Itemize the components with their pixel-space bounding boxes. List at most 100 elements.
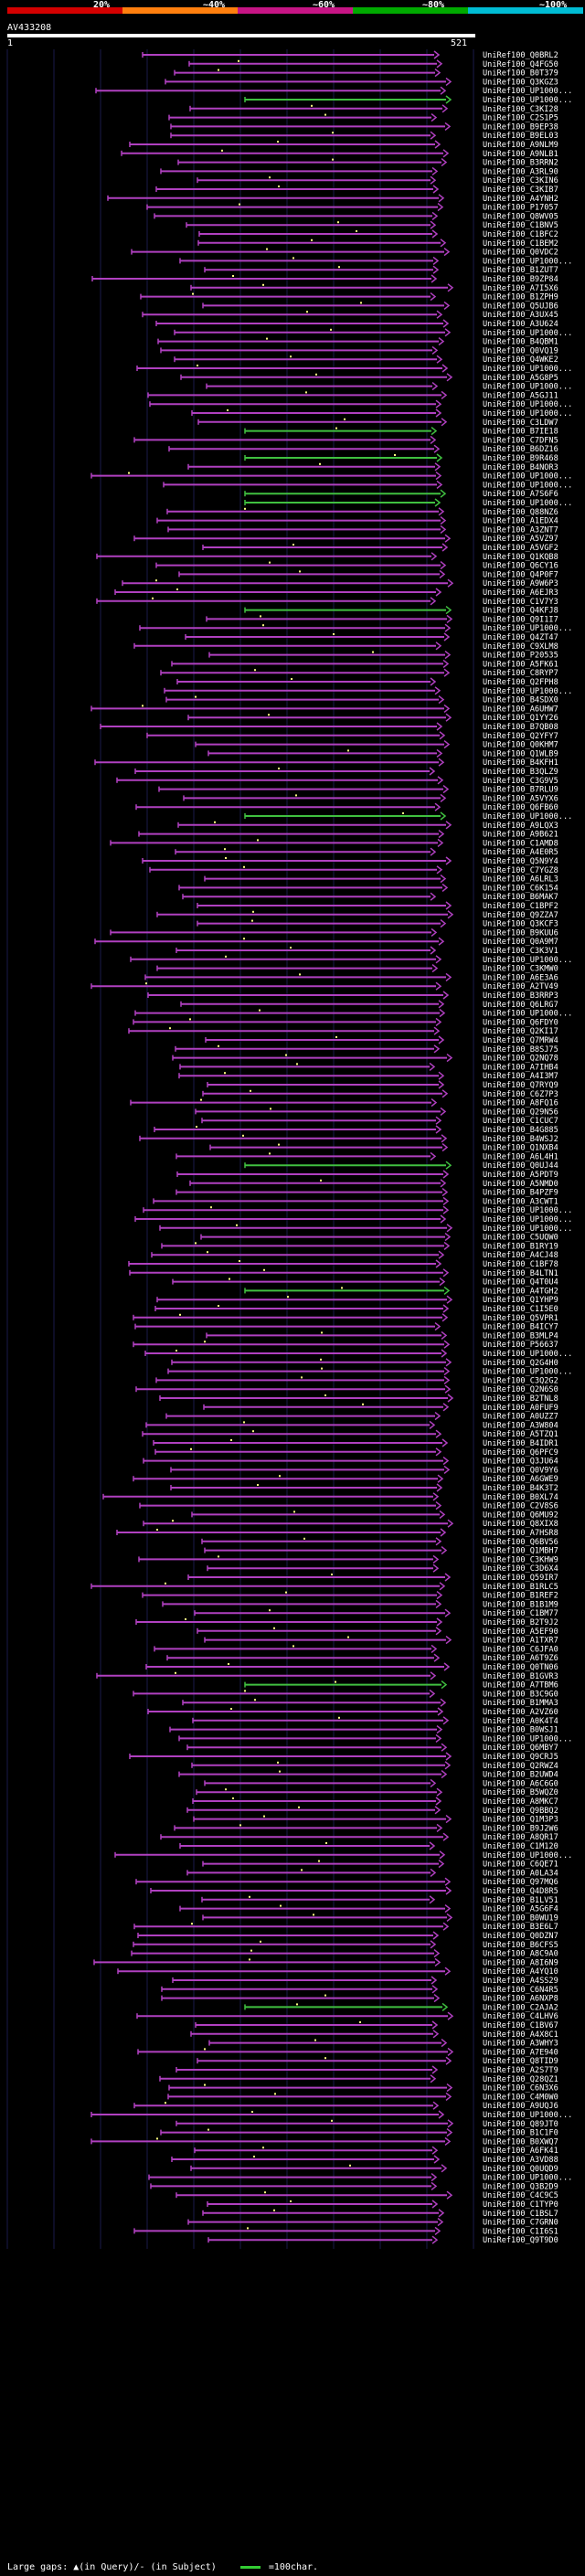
hit-label[interactable]: UniRef100_B1GVR3 — [483, 1672, 558, 1681]
hit-label[interactable]: UniRef100_A0UZZ7 — [483, 1413, 558, 1422]
hit-label[interactable]: UniRef100_A8FQ16 — [483, 1099, 558, 1108]
hit-label[interactable]: UniRef100_UP1000... — [483, 409, 572, 419]
hit-label[interactable]: UniRef100_A3ZNT7 — [483, 525, 558, 535]
hit-label[interactable]: UniRef100_B4LTN1 — [483, 1269, 558, 1278]
hit-label[interactable]: UniRef100_A6NXP8 — [483, 1995, 558, 2004]
hit-label[interactable]: UniRef100_A8C9A0 — [483, 1950, 558, 1959]
hit-label[interactable]: UniRef100_UP1000... — [483, 96, 572, 105]
hit-label[interactable]: UniRef100_A4YNH2 — [483, 195, 558, 204]
hit-label[interactable]: UniRef100_B7RLU9 — [483, 786, 558, 795]
hit-label[interactable]: UniRef100_A6T9Z6 — [483, 1654, 558, 1663]
hit-label[interactable]: UniRef100_Q3KGZ3 — [483, 78, 558, 87]
hit-label[interactable]: UniRef100_C7GRN0 — [483, 2219, 558, 2228]
hit-label[interactable]: UniRef100_C5UQW0 — [483, 1234, 558, 1243]
hit-label[interactable]: UniRef100_UP1000... — [483, 1215, 572, 1224]
hit-label[interactable]: UniRef100_A6LRL3 — [483, 875, 558, 885]
hit-label[interactable]: UniRef100_B3QLZ9 — [483, 768, 558, 777]
hit-label[interactable]: UniRef100_B0XWQ7 — [483, 2137, 558, 2147]
hit-label[interactable]: UniRef100_A5VGF2 — [483, 544, 558, 553]
hit-label[interactable]: UniRef100_B1RLC5 — [483, 1583, 558, 1592]
hit-label[interactable]: UniRef100_Q8WV05 — [483, 212, 558, 221]
hit-label[interactable]: UniRef100_UP1000... — [483, 1224, 572, 1234]
hit-label[interactable]: UniRef100_B1MMA3 — [483, 1699, 558, 1708]
hit-label[interactable]: UniRef100_B3E6L7 — [483, 1923, 558, 1932]
hit-label[interactable]: UniRef100_C1AMD8 — [483, 839, 558, 848]
hit-label[interactable]: UniRef100_Q4KFJ8 — [483, 607, 558, 616]
hit-label[interactable]: UniRef100_Q1YY26 — [483, 714, 558, 723]
hit-label[interactable]: UniRef100_B4PZF9 — [483, 1189, 558, 1198]
hit-label[interactable]: UniRef100_Q4P0F7 — [483, 570, 558, 579]
hit-label[interactable]: UniRef100_UP1000... — [483, 400, 572, 409]
hit-label[interactable]: UniRef100_C3KIB7 — [483, 186, 558, 195]
hit-label[interactable]: UniRef100_Q2FPH8 — [483, 678, 558, 687]
hit-label[interactable]: UniRef100_B1REF2 — [483, 1592, 558, 1601]
hit-label[interactable]: UniRef100_UP1000... — [483, 956, 572, 965]
hit-label[interactable]: UniRef100_B6DZ16 — [483, 445, 558, 454]
hit-label[interactable]: UniRef100_A2VZ60 — [483, 1708, 558, 1717]
hit-label[interactable]: UniRef100_C3KI28 — [483, 105, 558, 114]
hit-label[interactable]: UniRef100_Q0BRL2 — [483, 51, 558, 60]
hit-label[interactable]: UniRef100_Q1MBH7 — [483, 1547, 558, 1556]
hit-label[interactable]: UniRef100_A6C6G0 — [483, 1779, 558, 1788]
hit-label[interactable]: UniRef100_Q7RYQ9 — [483, 1081, 558, 1090]
hit-label[interactable]: UniRef100_A0K4T4 — [483, 1717, 558, 1726]
hit-label[interactable]: UniRef100_C2AJA2 — [483, 2003, 558, 2012]
hit-label[interactable]: UniRef100_UP1000... — [483, 1851, 572, 1860]
hit-label[interactable]: UniRef100_A6FK41 — [483, 2147, 558, 2156]
hit-label[interactable]: UniRef100_A9W6P3 — [483, 579, 558, 588]
hit-label[interactable]: UniRef100_A3U624 — [483, 320, 558, 329]
hit-label[interactable]: UniRef100_A2TV49 — [483, 982, 558, 991]
hit-label[interactable]: UniRef100_C7DFN5 — [483, 436, 558, 445]
hit-label[interactable]: UniRef100_B0WSJ1 — [483, 1726, 558, 1735]
hit-label[interactable]: UniRef100_B9EP38 — [483, 122, 558, 132]
hit-label[interactable]: UniRef100_C1BM77 — [483, 1609, 558, 1618]
hit-label[interactable]: UniRef100_B1RY19 — [483, 1242, 558, 1251]
hit-label[interactable]: UniRef100_A7HSR8 — [483, 1529, 558, 1538]
hit-label[interactable]: UniRef100_C3Q2G2 — [483, 1376, 558, 1385]
hit-label[interactable]: UniRef100_C6K154 — [483, 884, 558, 893]
hit-label[interactable]: UniRef100_UP1000... — [483, 257, 572, 266]
hit-label[interactable]: UniRef100_C4LHV6 — [483, 2012, 558, 2021]
hit-label[interactable]: UniRef100_C3KIN6 — [483, 176, 558, 186]
hit-label[interactable]: UniRef100_C6JFA0 — [483, 1645, 558, 1654]
hit-label[interactable]: UniRef100_A3WHY3 — [483, 2040, 558, 2049]
hit-label[interactable]: UniRef100_Q1KQB8 — [483, 553, 558, 562]
hit-label[interactable]: UniRef100_B9J2W6 — [483, 1824, 558, 1833]
hit-label[interactable]: UniRef100_A8I6N9 — [483, 1958, 558, 1967]
hit-label[interactable]: UniRef100_A4X8C1 — [483, 2030, 558, 2040]
hit-label[interactable]: UniRef100_A5GJ11 — [483, 391, 558, 400]
hit-label[interactable]: UniRef100_UP1000... — [483, 481, 572, 490]
hit-label[interactable]: UniRef100_Q9ZZA7 — [483, 911, 558, 920]
hit-label[interactable]: UniRef100_B3MLP4 — [483, 1331, 558, 1341]
hit-label[interactable]: UniRef100_Q4ZT47 — [483, 633, 558, 642]
hit-label[interactable]: UniRef100_C1BEM2 — [483, 239, 558, 249]
hit-label[interactable]: UniRef100_Q9I1I7 — [483, 615, 558, 624]
hit-label[interactable]: UniRef100_A2S7T9 — [483, 2066, 558, 2075]
hit-label[interactable]: UniRef100_C1CUC7 — [483, 1117, 558, 1126]
hit-label[interactable]: UniRef100_C1BPF2 — [483, 902, 558, 911]
hit-label[interactable]: UniRef100_UP1000... — [483, 383, 572, 392]
hit-label[interactable]: UniRef100_Q28QZ1 — [483, 2075, 558, 2084]
hit-label[interactable]: UniRef100_Q59IR7 — [483, 1574, 558, 1583]
hit-label[interactable]: UniRef100_B1C1F0 — [483, 2129, 558, 2138]
hit-label[interactable]: UniRef100_Q0KHM7 — [483, 741, 558, 750]
hit-label[interactable]: UniRef100_C2S1P5 — [483, 114, 558, 123]
hit-label[interactable]: UniRef100_B3RRN2 — [483, 159, 558, 168]
hit-label[interactable]: UniRef100_A4TGH2 — [483, 1287, 558, 1296]
hit-label[interactable]: UniRef100_B1ZPH9 — [483, 293, 558, 302]
hit-label[interactable]: UniRef100_Q1M3P3 — [483, 1816, 558, 1825]
hit-label[interactable]: UniRef100_B7QB08 — [483, 723, 558, 732]
hit-label[interactable]: UniRef100_C3K3V1 — [483, 947, 558, 956]
hit-label[interactable]: UniRef100_Q97MQ6 — [483, 1878, 558, 1887]
hit-label[interactable]: UniRef100_B2UWD4 — [483, 1771, 558, 1780]
hit-label[interactable]: UniRef100_B9EL03 — [483, 132, 558, 141]
hit-label[interactable]: UniRef100_Q0VDC2 — [483, 249, 558, 258]
hit-label[interactable]: UniRef100_A4YQ10 — [483, 1967, 558, 1977]
hit-label[interactable]: UniRef100_A4E0R5 — [483, 848, 558, 857]
hit-label[interactable]: UniRef100_B7IE18 — [483, 428, 558, 437]
hit-label[interactable]: UniRef100_C6N3X6 — [483, 2084, 558, 2094]
hit-label[interactable]: UniRef100_A5VZ97 — [483, 535, 558, 544]
hit-label[interactable]: UniRef100_B8SJ75 — [483, 1045, 558, 1055]
hit-label[interactable]: UniRef100_Q0V9Y6 — [483, 1466, 558, 1475]
hit-label[interactable]: UniRef100_Q0VQ19 — [483, 346, 558, 355]
